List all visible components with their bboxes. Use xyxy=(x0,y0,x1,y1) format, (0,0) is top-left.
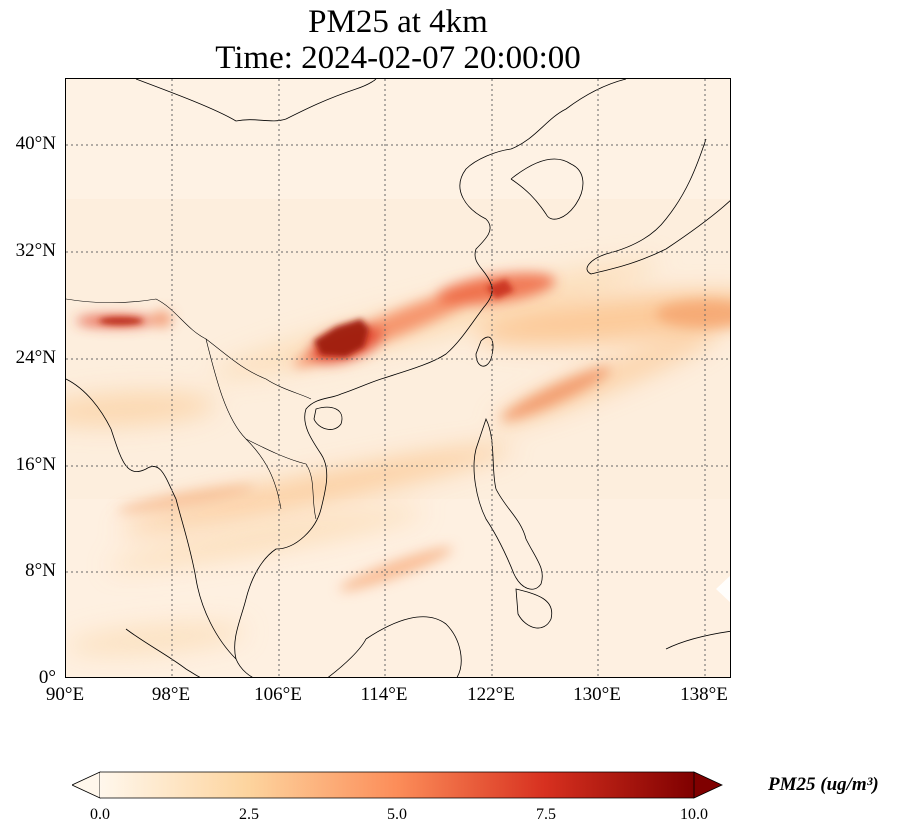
colorbar-tick-2-5: 2.5 xyxy=(239,806,259,823)
colorbar-min-extend xyxy=(72,771,101,799)
lon-tick-106e: 106°E xyxy=(254,684,302,705)
colorbar-tick-0: 0.0 xyxy=(90,806,110,823)
lon-tick-130e: 130°E xyxy=(573,684,621,705)
colorbar-label: PM25 (ug/m³) xyxy=(768,774,879,795)
lat-tick-0: 0° xyxy=(38,667,56,688)
lat-tick-16n: 16°N xyxy=(15,454,56,475)
colorbar-tick-5: 5.0 xyxy=(387,806,407,823)
colorbar-max-extend xyxy=(693,771,723,799)
pm25-plumes xyxy=(66,260,730,656)
pm25-map[interactable] xyxy=(65,78,731,678)
lon-tick-98e: 98°E xyxy=(151,684,191,705)
colorbar-tick-7-5: 7.5 xyxy=(536,806,556,823)
lon-tick-90e: 90°E xyxy=(45,684,85,705)
lat-tick-8n: 8°N xyxy=(25,560,56,581)
lat-tick-24n: 24°N xyxy=(15,347,56,368)
gridlines xyxy=(66,79,730,677)
map-title: PM25 at 4km xyxy=(308,4,488,40)
lon-tick-122e: 122°E xyxy=(467,684,515,705)
lon-tick-114e: 114°E xyxy=(360,684,408,705)
colorbar xyxy=(72,771,723,799)
lat-tick-40n: 40°N xyxy=(15,133,56,154)
colorbar-tick-10: 10.0 xyxy=(680,806,708,823)
lat-tick-32n: 32°N xyxy=(15,240,56,261)
coastlines xyxy=(66,79,730,677)
lon-tick-138e: 138°E xyxy=(680,684,728,705)
map-subtitle-time: Time: 2024-02-07 20:00:00 xyxy=(215,40,581,76)
colorbar-gradient xyxy=(100,772,694,798)
map-canvas xyxy=(66,79,730,677)
